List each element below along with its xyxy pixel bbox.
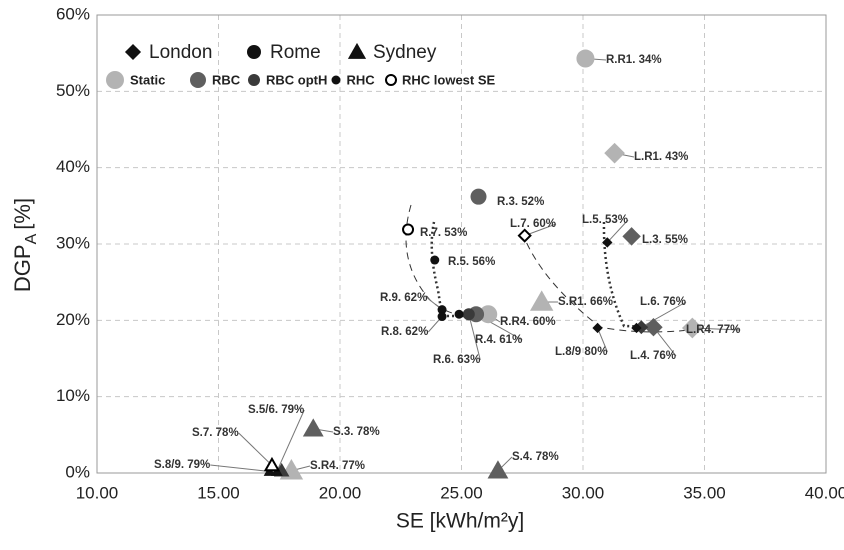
legend-label: RHC lowest SE xyxy=(402,72,496,87)
point xyxy=(455,310,464,319)
legend-marker xyxy=(386,75,396,85)
point-label: S.R4. 77% xyxy=(310,460,365,472)
point xyxy=(403,224,413,234)
point-label: R.4. 61% xyxy=(475,334,522,346)
point-label: S.4. 78% xyxy=(512,451,559,463)
point-label: L.3. 55% xyxy=(642,234,688,246)
point-label: R.7. 53% xyxy=(420,227,467,239)
x-tick-label: 15.00 xyxy=(197,483,240,502)
x-tick-label: 25.00 xyxy=(440,483,483,502)
point xyxy=(471,189,487,205)
y-tick-label: 20% xyxy=(56,310,90,329)
legend-label: RBC xyxy=(212,72,241,87)
legend-marker xyxy=(247,45,261,59)
point-label: R.3. 52% xyxy=(497,196,544,208)
x-tick-label: 20.00 xyxy=(319,483,362,502)
point-label: R.R1. 34% xyxy=(606,54,662,66)
point-label: S.5/6. 79% xyxy=(248,404,304,416)
point-label: R.5. 56% xyxy=(448,256,495,268)
y-tick-label: 30% xyxy=(56,233,90,252)
point-label: R.6. 63% xyxy=(433,354,480,366)
point-label: L.R4. 77% xyxy=(686,324,740,336)
legend-label: RBC optH xyxy=(266,72,327,87)
point xyxy=(576,50,594,68)
point-label: L.R1. 43% xyxy=(634,151,688,163)
y-title-unit: [%] xyxy=(10,198,35,230)
y-tick-label: 40% xyxy=(56,157,90,176)
y-tick-label: 60% xyxy=(56,4,90,23)
point xyxy=(438,312,447,321)
point-label: L.8/9 80% xyxy=(555,346,607,358)
legend-marker xyxy=(106,71,124,89)
point-label: L.6. 76% xyxy=(640,296,686,308)
legend-label: Sydney xyxy=(373,42,437,63)
point-label: S.3. 78% xyxy=(333,426,380,438)
legend-label: Rome xyxy=(270,42,321,63)
x-tick-label: 40.00 xyxy=(805,483,844,502)
legend-marker xyxy=(248,74,260,86)
x-tick-label: 10.00 xyxy=(76,483,119,502)
x-tick-label: 35.00 xyxy=(683,483,726,502)
y-title-sub: A xyxy=(23,233,40,244)
y-tick-label: 50% xyxy=(56,81,90,100)
x-axis-title: SE [kWh/m²y] xyxy=(396,510,524,533)
legend-label: Static xyxy=(130,72,165,87)
point-label: L.7. 60% xyxy=(510,218,556,230)
y-tick-label: 0% xyxy=(65,462,90,481)
point-label: R.8. 62% xyxy=(381,326,428,338)
y-title-main: DGP xyxy=(10,244,35,292)
point-label: L.5. 53% xyxy=(582,214,628,226)
legend-marker xyxy=(190,72,206,88)
point-label: S.R1. 66% xyxy=(558,296,613,308)
legend-marker xyxy=(332,76,341,85)
point xyxy=(430,256,439,265)
point-label: R.9. 62% xyxy=(380,292,427,304)
legend-label: RHC xyxy=(347,72,376,87)
point xyxy=(463,308,475,320)
point-label: S.7. 78% xyxy=(192,427,239,439)
point-label: L.4. 76% xyxy=(630,350,676,362)
x-tick-label: 30.00 xyxy=(562,483,605,502)
y-tick-label: 10% xyxy=(56,386,90,405)
legend-label: London xyxy=(149,42,212,63)
point-label: S.8/9. 79% xyxy=(154,459,210,471)
point-label: R.R4. 60% xyxy=(500,316,556,328)
